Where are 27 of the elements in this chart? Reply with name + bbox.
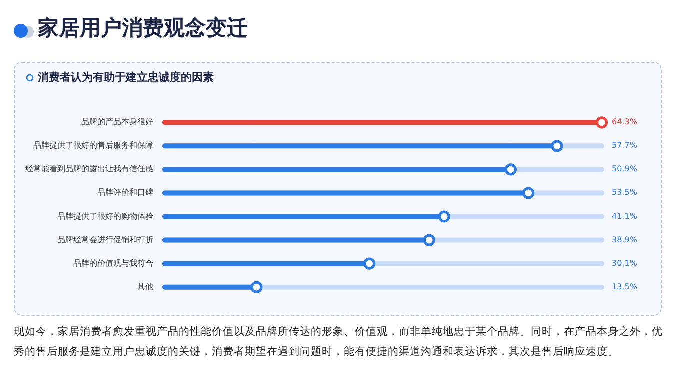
y-tick-label: 品牌提供了很好的售后服务和保障 <box>34 141 154 150</box>
y-tick-label: 经常能看到品牌的露出让我有信任感 <box>26 164 154 174</box>
point <box>504 164 517 176</box>
data-label: 30.1% <box>612 258 638 268</box>
data-label: 64.3% <box>612 118 638 127</box>
data-label: 38.9% <box>612 235 638 244</box>
y-tick-label: 品牌的价值观与我符合 <box>74 258 154 268</box>
point <box>364 258 376 270</box>
chart-title: 家居用户消费观念变迁 <box>38 15 248 42</box>
y-tick-label: 品牌评价和口碑 <box>98 188 154 198</box>
text: 消费者认为有助于建立忠诚度的因素 <box>38 70 214 85</box>
point <box>438 210 450 223</box>
y-tick-label: 品牌的产品本身很好 <box>82 118 154 127</box>
data-label: 53.5% <box>612 188 638 198</box>
y-tick-label: 品牌提供了很好的购物体验 <box>58 212 154 221</box>
data-label: 50.9% <box>612 164 638 174</box>
point <box>551 140 564 152</box>
point <box>596 116 608 129</box>
data-label: 57.7% <box>612 141 638 150</box>
data-label: 13.5% <box>612 282 638 292</box>
y-tick-label: 其他 <box>138 282 154 292</box>
point <box>522 187 535 200</box>
point <box>423 234 436 246</box>
data-label: 41.1% <box>612 212 638 221</box>
y-tick-label: 品牌经常会进行促销和打折 <box>58 235 154 244</box>
point <box>250 281 263 294</box>
text: 现如今，家居消费者愈发重视产品的性能价值以及品牌所传达的形象、价值观，而非单纯地忠于某个品牌。同时，在产品本身之外，优秀的售后服务是建立用户忠诚度的关键，消费者期望在遇到问题时，能有便捷的渠道沟通和表达诉求，其次是售后响应速度。 <box>14 325 664 360</box>
